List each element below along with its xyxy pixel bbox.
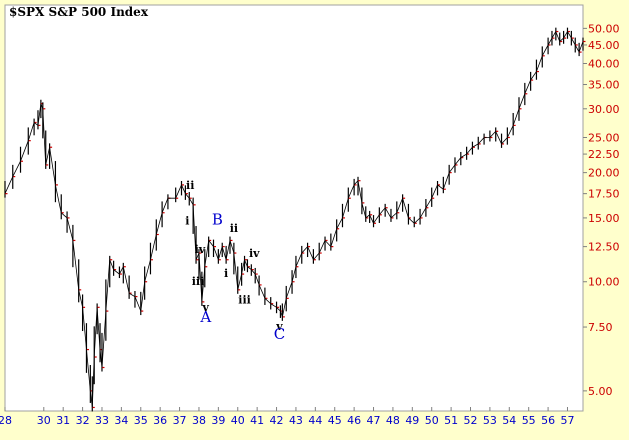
price-bar — [225, 245, 229, 264]
x-tick-label: 34 — [114, 414, 128, 427]
x-tick-label: 32 — [76, 414, 90, 427]
x-tick-label: 45 — [328, 414, 342, 427]
x-tick-label: 40 — [231, 414, 245, 427]
x-tick-label: 53 — [483, 414, 497, 427]
x-tick-label: 55 — [522, 414, 536, 427]
y-tick-label: 30.00 — [588, 103, 620, 116]
price-bar — [192, 197, 196, 234]
price-bar — [78, 259, 82, 303]
price-bar — [243, 255, 248, 271]
wave-label-minor: iii — [238, 294, 251, 307]
price-bar — [582, 37, 586, 51]
x-tick-label: 44 — [308, 414, 322, 427]
x-tick-label: 48 — [386, 414, 400, 427]
price-bar — [578, 42, 582, 57]
x-tick-label: 42 — [270, 414, 284, 427]
y-tick-label: 17.50 — [588, 188, 620, 201]
x-tick-label: 31 — [56, 414, 70, 427]
wave-label-major: C — [274, 325, 285, 343]
x-tick-label: 51 — [444, 414, 458, 427]
x-tick-label: 54 — [502, 414, 516, 427]
y-tick-label: 22.50 — [588, 148, 620, 161]
price-bar — [535, 59, 539, 80]
y-tick-label: 12.50 — [588, 241, 620, 254]
wave-label-minor: i — [185, 214, 189, 227]
price-bar — [254, 267, 258, 284]
y-axis: 5.00 7.50 10.00 12.50 15.00 17.50 20.00 22.50 25… — [583, 22, 620, 398]
wave-label-minor: v — [202, 301, 210, 314]
wave-label-minor: iii — [192, 275, 205, 288]
y-tick-label: 5.00 — [588, 385, 613, 398]
price-bar — [54, 161, 58, 203]
wave-label-major: A — [199, 308, 211, 326]
x-axis: 28 30 31 32 33 34 35 36 37 38 39 40 41 42 43 44 45 46 47 48… — [0, 407, 574, 427]
x-tick-label: 39 — [211, 414, 225, 427]
wave-label-minor: ii — [230, 222, 238, 235]
y-tick-label: 7.50 — [588, 321, 613, 334]
wave-label-major: B — [212, 210, 223, 228]
price-bar — [369, 210, 373, 223]
x-tick-label: 35 — [134, 414, 148, 427]
x-tick-label: 30 — [37, 414, 51, 427]
y-tick-label: 15.00 — [588, 212, 620, 225]
x-tick-label: 47 — [367, 414, 381, 427]
price-bar — [19, 146, 24, 173]
x-tick-label: 37 — [173, 414, 187, 427]
wave-label-minor: v — [275, 320, 283, 333]
price-bar — [221, 242, 225, 258]
x-tick-label: 52 — [464, 414, 478, 427]
chart-title: $SPX S&P 500 Index — [9, 5, 149, 19]
wave-label-minor: iv — [195, 243, 206, 256]
wave-label-minor: iv — [249, 247, 260, 260]
plot-area — [4, 4, 584, 412]
y-tick-label: 50.00 — [588, 22, 620, 35]
price-bar — [442, 176, 446, 194]
x-tick-label: 41 — [250, 414, 264, 427]
price-line — [4, 30, 584, 408]
y-tick-label: 25.00 — [588, 131, 620, 144]
x-tick-label: 56 — [541, 414, 555, 427]
price-bar — [555, 27, 559, 41]
x-tick-label: 38 — [192, 414, 206, 427]
x-tick-label: 33 — [95, 414, 109, 427]
y-tick-label: 20.00 — [588, 167, 620, 180]
price-bar — [318, 242, 322, 261]
x-tick-label: 46 — [347, 414, 361, 427]
y-tick-label: 45.00 — [588, 39, 620, 52]
wave-label-minor: i — [224, 267, 228, 280]
wave-label-minor: ii — [186, 179, 194, 192]
x-tick-label: 49 — [405, 414, 419, 427]
x-tick-label: 50 — [425, 414, 439, 427]
price-bar — [357, 176, 361, 196]
x-tick-label: 36 — [153, 414, 167, 427]
x-tick-label: 57 — [560, 414, 574, 427]
y-tick-label: 35.00 — [588, 79, 620, 92]
series-layer — [4, 27, 586, 412]
x-tick-label: 43 — [289, 414, 303, 427]
x-tick-label: 28 — [0, 414, 12, 427]
y-tick-label: 10.00 — [588, 276, 620, 289]
y-tick-label: 40.00 — [588, 57, 620, 70]
